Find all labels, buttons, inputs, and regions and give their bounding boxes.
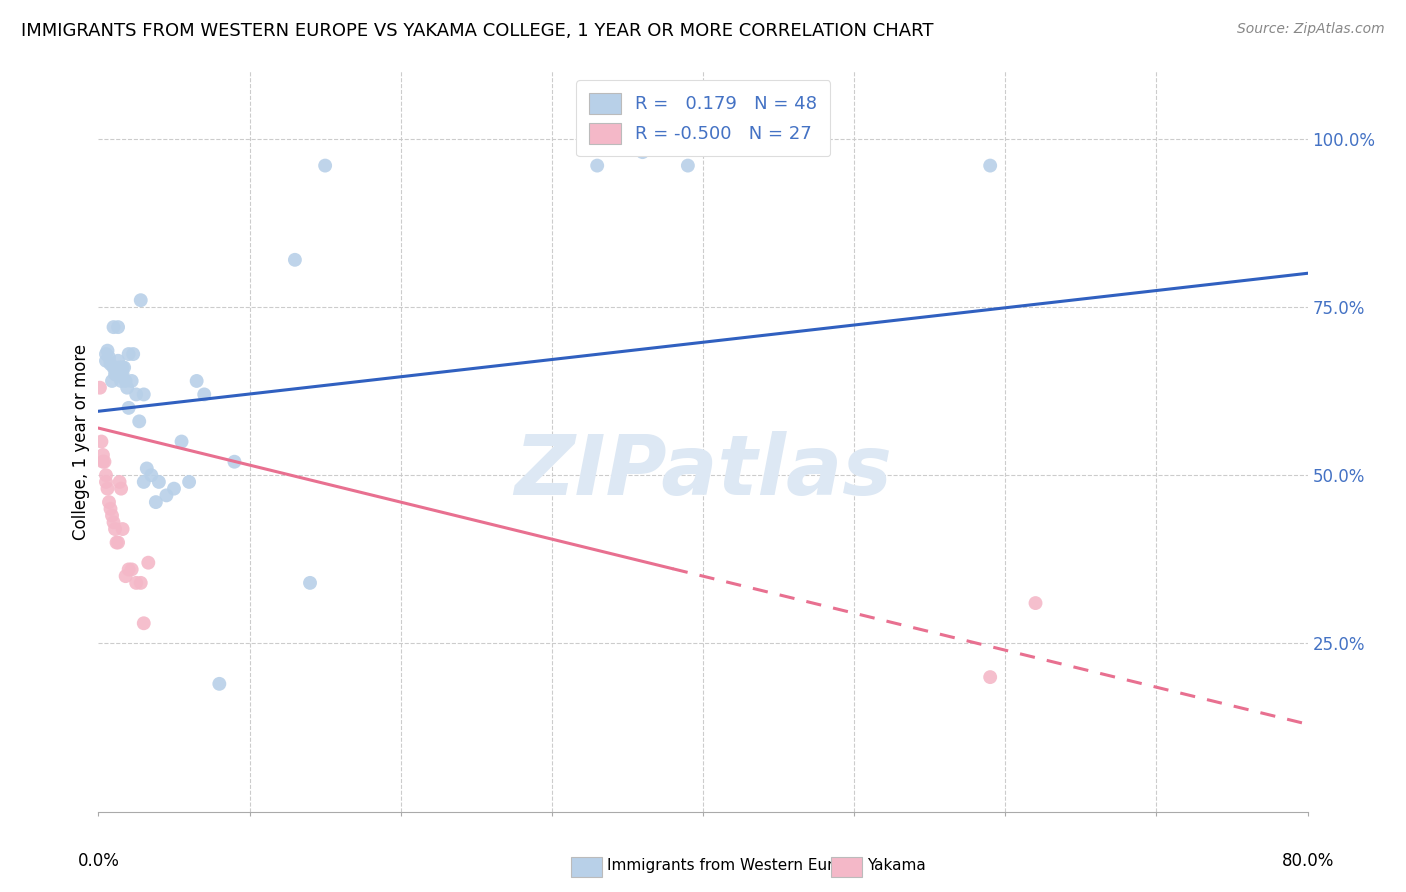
Point: [94, 468, 117, 483]
Point: [1024, 596, 1046, 610]
Point: [101, 374, 124, 388]
Point: [155, 488, 177, 502]
Point: [179, 475, 201, 489]
Point: [101, 508, 124, 523]
Point: [93, 455, 115, 469]
Point: [107, 320, 129, 334]
Point: [135, 461, 157, 475]
Point: [136, 556, 159, 570]
Point: [111, 368, 134, 382]
Point: [103, 320, 125, 334]
Point: [98, 351, 121, 365]
Point: [129, 293, 152, 308]
Point: [96, 482, 118, 496]
Point: [110, 482, 132, 496]
Point: [979, 670, 1001, 684]
Text: 0.0%: 0.0%: [77, 852, 120, 870]
Point: [118, 347, 141, 361]
Point: [170, 434, 193, 449]
Point: [148, 475, 170, 489]
Point: [114, 374, 136, 388]
Point: [129, 575, 152, 590]
Point: [103, 360, 125, 375]
Point: [284, 252, 307, 267]
Text: Source: ZipAtlas.com: Source: ZipAtlas.com: [1237, 22, 1385, 37]
Point: [96, 343, 118, 358]
Point: [94, 347, 117, 361]
Point: [141, 468, 163, 483]
Point: [314, 159, 336, 173]
Point: [91, 455, 114, 469]
Point: [107, 535, 129, 549]
Text: IMMIGRANTS FROM WESTERN EUROPE VS YAKAMA COLLEGE, 1 YEAR OR MORE CORRELATION CHA: IMMIGRANTS FROM WESTERN EUROPE VS YAKAMA…: [21, 22, 934, 40]
Point: [100, 357, 122, 371]
Point: [125, 575, 148, 590]
Point: [108, 475, 131, 489]
Point: [163, 482, 186, 496]
Point: [91, 448, 114, 462]
Legend: R =   0.179   N = 48, R = -0.500   N = 27: R = 0.179 N = 48, R = -0.500 N = 27: [576, 80, 830, 156]
Point: [105, 368, 128, 382]
Point: [104, 368, 127, 382]
Point: [100, 501, 122, 516]
Text: Immigrants from Western Europe: Immigrants from Western Europe: [607, 858, 862, 872]
Text: Yakama: Yakama: [868, 858, 927, 872]
Point: [122, 347, 145, 361]
Point: [103, 516, 125, 530]
Text: ZIPatlas: ZIPatlas: [515, 431, 891, 512]
Point: [107, 353, 129, 368]
Point: [676, 159, 699, 173]
Point: [118, 562, 141, 576]
Point: [121, 562, 143, 576]
Point: [108, 360, 131, 375]
Point: [111, 522, 134, 536]
Point: [979, 159, 1001, 173]
Point: [89, 381, 111, 395]
Point: [128, 414, 150, 428]
Point: [94, 353, 117, 368]
Point: [132, 616, 155, 631]
Point: [111, 360, 134, 375]
Point: [105, 535, 128, 549]
Point: [121, 374, 143, 388]
Point: [115, 381, 138, 395]
Point: [145, 495, 167, 509]
Point: [631, 145, 654, 160]
Point: [118, 401, 141, 415]
Point: [104, 522, 127, 536]
Point: [125, 387, 148, 401]
Text: 80.0%: 80.0%: [1281, 852, 1334, 870]
Point: [132, 475, 155, 489]
Point: [112, 360, 135, 375]
Point: [586, 159, 609, 173]
Point: [94, 475, 117, 489]
Point: [110, 368, 132, 382]
Point: [110, 374, 132, 388]
Point: [90, 434, 112, 449]
Point: [299, 575, 322, 590]
Point: [132, 387, 155, 401]
Point: [208, 677, 231, 691]
Point: [224, 455, 246, 469]
Point: [193, 387, 215, 401]
Point: [98, 495, 121, 509]
Point: [114, 569, 136, 583]
Y-axis label: College, 1 year or more: College, 1 year or more: [72, 343, 90, 540]
Point: [186, 374, 208, 388]
